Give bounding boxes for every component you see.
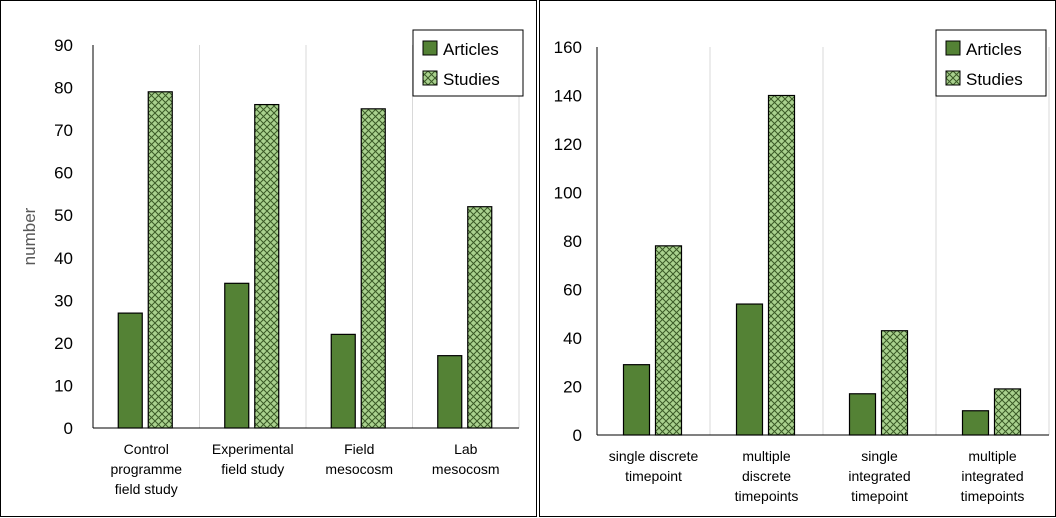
y-tick-label: 50 [54,206,73,225]
legend-label-articles: Articles [443,40,499,59]
bar-articles [117,312,143,429]
bar-studies [993,388,1022,436]
legend-swatch-studies [945,70,961,86]
x-category-label: Lab mesocosm [432,441,500,477]
y-tick-label: 100 [554,184,582,203]
bar-articles [224,282,250,429]
legend-label-articles: Articles [966,40,1022,59]
bar-articles [961,410,990,436]
bar-articles [848,393,877,436]
x-category-label-line: integrated [848,468,910,484]
x-category-label: Control programme field study [110,441,182,497]
x-category-label-line: Lab [454,441,478,457]
x-category-label-line: single [861,448,898,464]
bar-studies [467,206,493,429]
legend: Articles Studies [412,29,524,97]
bar-articles [622,364,651,436]
y-tick-label: 40 [563,329,582,348]
x-category-label-line: Control [124,441,169,457]
y-tick-label: 20 [54,334,73,353]
x-category-label-line: mesocosm [325,461,393,477]
y-tick-label: 40 [54,249,73,268]
bar-studies [147,91,173,429]
y-axis-title: number [20,207,39,265]
x-category-label: single discrete timepoint [609,448,699,484]
legend-label-studies: Studies [443,70,500,89]
y-tick-label: 160 [554,38,582,57]
legend-swatch-articles [945,40,961,56]
x-category-label: single integrated timepoint [848,448,910,504]
y-tick-label: 80 [54,79,73,98]
bar-articles [330,333,356,429]
y-tick-label: 60 [563,281,582,300]
y-tick-label: 20 [563,378,582,397]
bar-articles [735,303,764,436]
legend-swatch-studies [422,70,438,86]
bar-studies [254,103,280,429]
y-tick-label: 70 [54,121,73,140]
x-category-label-line: multiple [742,448,790,464]
x-category-label-line: mesocosm [432,461,500,477]
chart-right: 0 20 40 60 80 100 120 140 160 single discrete time… [554,29,1050,504]
y-tick-label: 60 [54,164,73,183]
x-category-label-line: Field [344,441,374,457]
x-category-label-line: timepoint [851,488,908,504]
bar-articles [437,355,463,429]
y-tick-label: 140 [554,87,582,106]
y-tick-label: 0 [573,426,582,445]
x-category-label: Experimental field study [212,441,294,477]
y-tick-label: 90 [54,36,73,55]
legend: Articles Studies [935,29,1047,97]
y-tick-label: 80 [563,232,582,251]
x-category-label: Field mesocosm [325,441,393,477]
legend-label-studies: Studies [966,70,1023,89]
y-tick-label: 0 [64,419,73,438]
bar-studies [767,94,796,436]
x-category-label-line: timepoint [625,468,682,484]
bar-studies [360,108,386,429]
x-category-label-line: field study [221,461,284,477]
bar-studies [880,330,909,436]
x-category-label-line: discrete [742,468,791,484]
y-tick-label: 30 [54,291,73,310]
chart-panel-left: 0 10 20 30 40 50 60 70 80 90 Control programme field… [0,0,537,517]
x-category-label-line: single discrete [609,448,699,464]
x-category-label: multiple discrete timepoints [735,448,799,504]
x-category-label-line: field study [115,481,178,497]
x-category-label-line: timepoints [735,488,799,504]
y-tick-label: 120 [554,135,582,154]
x-category-label-line: integrated [961,468,1023,484]
chart-left: 0 10 20 30 40 50 60 70 80 90 Control programme field… [20,29,524,497]
y-tick-label: 10 [54,376,73,395]
legend-swatch-articles [422,40,438,56]
x-category-label-line: Experimental [212,441,294,457]
chart-panel-right: 0 20 40 60 80 100 120 140 160 single discrete time… [539,0,1056,517]
x-category-label-line: programme [110,461,182,477]
x-category-label-line: timepoints [961,488,1025,504]
x-category-label-line: multiple [968,448,1016,464]
x-category-label: multiple integrated timepoints [961,448,1025,504]
bar-studies [654,245,683,436]
